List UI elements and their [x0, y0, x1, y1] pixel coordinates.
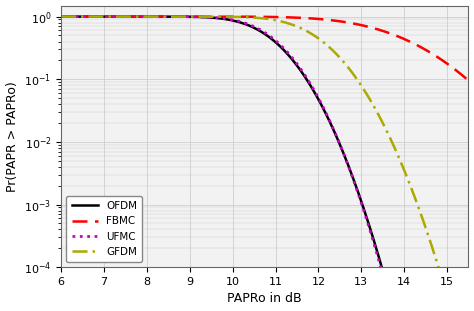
Line: GFDM: GFDM [40, 16, 474, 311]
UFMC [37, 15, 43, 18]
OFDM [266, 35, 272, 39]
FBMC [254, 15, 259, 19]
GFDM [266, 17, 272, 21]
GFDM [37, 15, 43, 18]
OFDM [37, 15, 43, 18]
Line: FBMC: FBMC [40, 16, 474, 124]
GFDM [61, 15, 67, 18]
UFMC [266, 34, 272, 37]
Line: UFMC: UFMC [40, 16, 474, 311]
GFDM [408, 186, 414, 189]
FBMC [266, 15, 272, 19]
UFMC [254, 26, 259, 30]
GFDM [254, 16, 259, 20]
FBMC [37, 15, 43, 18]
Line: OFDM: OFDM [40, 16, 474, 311]
X-axis label: PAPRo in dB: PAPRo in dB [228, 292, 302, 305]
FBMC [61, 15, 67, 18]
Legend: OFDM, FBMC, UFMC, GFDM: OFDM, FBMC, UFMC, GFDM [66, 196, 142, 262]
OFDM [61, 15, 67, 18]
FBMC [408, 40, 414, 44]
UFMC [61, 15, 67, 18]
Y-axis label: Pr(PAPR > PAPRo): Pr(PAPR > PAPRo) [6, 81, 18, 192]
OFDM [254, 27, 259, 31]
